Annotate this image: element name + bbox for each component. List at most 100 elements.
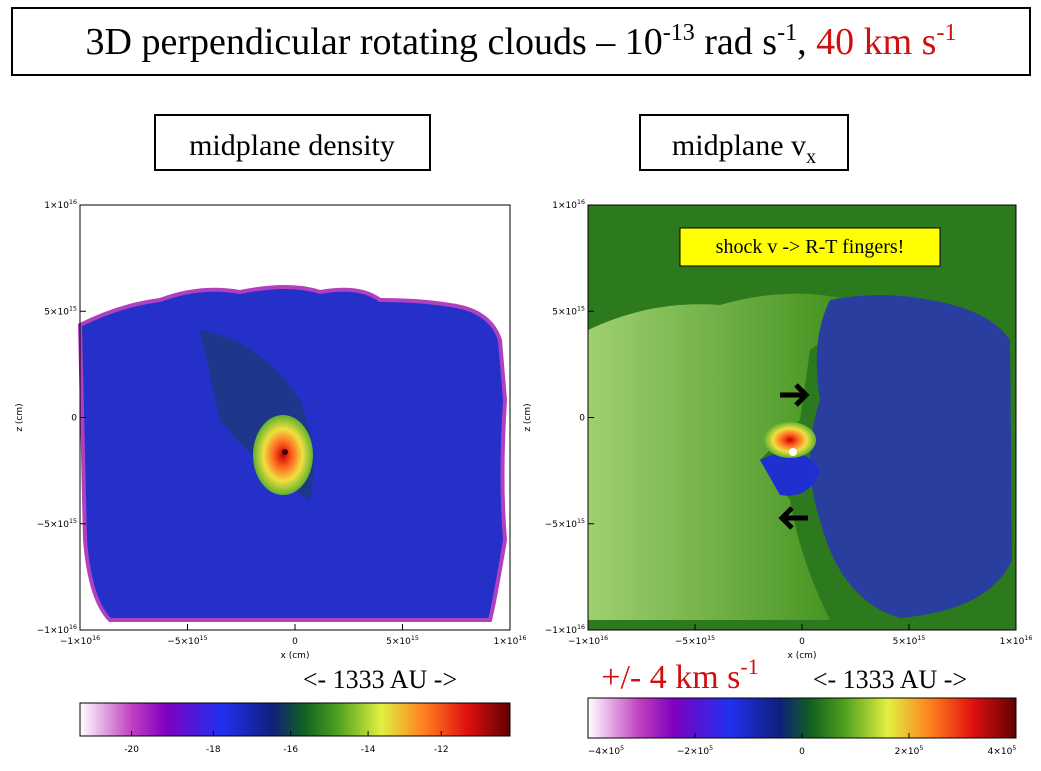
text-part: +/- 4 km s (601, 659, 740, 696)
axis-label: z (cm) (523, 403, 533, 431)
label-box (154, 114, 431, 171)
text-part: 5 (709, 745, 713, 752)
label-box (639, 114, 849, 171)
text-part: 5×10 (44, 307, 69, 317)
text-part: −5×10 (545, 520, 578, 530)
text-part: midplane density (189, 129, 395, 162)
colorbar (79, 702, 511, 737)
text-part: x (806, 146, 816, 168)
text-part: 5 (919, 745, 923, 752)
tick-label: 1×1016 (552, 199, 585, 211)
density-image (77, 205, 510, 630)
text-part: -13 (663, 20, 695, 46)
text-part: -20 (124, 745, 139, 755)
text-part: −2×10 (677, 747, 710, 757)
colorbar-tick-label: -12 (434, 745, 449, 755)
text-part: <- 1333 AU -> (303, 665, 457, 694)
colorbar (587, 697, 1017, 739)
annotation-box (679, 227, 941, 267)
tick-label: −5×1015 (675, 635, 715, 647)
colorbar-tick-label: -16 (283, 745, 298, 755)
tick-label: −5×1015 (37, 518, 77, 530)
text-part: −5×10 (675, 637, 708, 647)
text-part: −1×10 (568, 637, 601, 647)
text-part: 5 (1012, 745, 1016, 752)
text-part: , (797, 21, 816, 63)
text-part: x (cm) (281, 651, 310, 661)
text-part: 0 (292, 637, 298, 647)
tick-label: 4×105 (988, 745, 1017, 757)
tick-label: 5×1015 (893, 635, 926, 647)
text-part: 0 (799, 747, 805, 757)
text-part: z (cm) (523, 403, 533, 431)
tick-label: −4×105 (588, 745, 624, 757)
tick-label: −2×105 (677, 745, 713, 757)
text-part: −1×10 (37, 626, 70, 636)
text-part: -12 (434, 745, 449, 755)
text-part: −4×10 (588, 747, 621, 757)
tick-label: −1×1016 (60, 635, 100, 647)
text-part: 5×10 (552, 307, 577, 317)
tick-label: 0 (799, 747, 805, 757)
panel-label: midplane density (189, 129, 395, 162)
text-part: −5×10 (167, 637, 200, 647)
tick-label: 0 (799, 637, 805, 647)
text-part: 15 (69, 518, 77, 525)
text-part: 16 (600, 635, 608, 642)
text-part: 5×10 (386, 637, 411, 647)
scale-note: <- 1333 AU -> (813, 665, 967, 694)
text-part: 16 (518, 635, 526, 642)
tick-label: 0 (579, 414, 585, 424)
tick-label: −1×1016 (568, 635, 608, 647)
tick-label: 2×105 (895, 745, 924, 757)
text-part: 15 (200, 635, 208, 642)
text-part: 1×10 (44, 201, 69, 211)
text-part: 15 (411, 635, 419, 642)
tick-label: 5×1015 (552, 305, 585, 317)
text-part: 2×10 (895, 747, 920, 757)
text-part: 16 (577, 624, 585, 631)
tick-label: −5×1015 (167, 635, 207, 647)
text-part: 5×10 (893, 637, 918, 647)
colorbar-tick-label: -14 (361, 745, 376, 755)
scale-note: <- 1333 AU -> (303, 665, 457, 694)
text-part: 16 (1024, 635, 1032, 642)
axis-label: x (cm) (788, 651, 817, 661)
text-part: 16 (92, 635, 100, 642)
text-part: shock v -> R-T fingers! (716, 236, 905, 258)
range-note: +/- 4 km s-1 (601, 654, 758, 696)
text-part: 16 (69, 199, 77, 206)
velocity-image (588, 205, 1016, 630)
annotation: shock v -> R-T fingers! (716, 236, 905, 258)
tick-label: 1×1016 (1000, 635, 1033, 647)
text-part: 1×10 (1000, 637, 1025, 647)
text-part: 4×10 (988, 747, 1013, 757)
text-part: 15 (577, 305, 585, 312)
text-part: 15 (707, 635, 715, 642)
text-part: x (cm) (788, 651, 817, 661)
text-part: -16 (283, 745, 298, 755)
colorbar-tick-label: -20 (124, 745, 139, 755)
text-part: rad s (695, 21, 777, 63)
text-part: <- 1333 AU -> (813, 665, 967, 694)
title-box (11, 7, 1031, 76)
text-part: z (cm) (15, 403, 25, 431)
text-part: 5 (620, 745, 624, 752)
text-part: -1 (740, 654, 758, 679)
text-part: 1×10 (552, 201, 577, 211)
text-part: -18 (206, 745, 221, 755)
tick-label: 5×1015 (44, 305, 77, 317)
text-part: 0 (71, 414, 77, 424)
text-part: 15 (69, 305, 77, 312)
text-part: 16 (69, 624, 77, 631)
tick-label: 0 (292, 637, 298, 647)
title: 3D perpendicular rotating clouds – 10-13… (86, 20, 957, 63)
tick-label: 5×1015 (386, 635, 419, 647)
text-part: −1×10 (60, 637, 93, 647)
text-part: 0 (799, 637, 805, 647)
text-part: -1 (936, 20, 956, 46)
tick-label: 1×1016 (44, 199, 77, 211)
text-part: 3D perpendicular rotating clouds – 10 (86, 21, 663, 63)
text-part: -14 (361, 745, 376, 755)
